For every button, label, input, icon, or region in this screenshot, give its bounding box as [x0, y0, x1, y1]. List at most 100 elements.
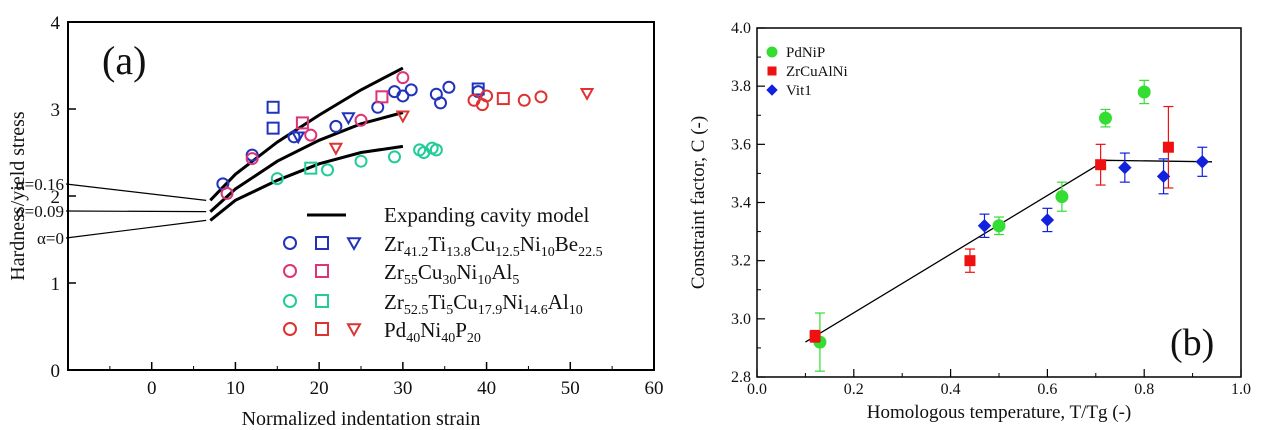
panel-a-x-tick-label: 0 [147, 378, 157, 399]
panel-b-plot-frame [756, 27, 1242, 378]
panel-a-x-tick-label: 40 [477, 378, 496, 399]
panel-a: 0 10 20 30 40 50 60 0 1 2 3 4 (a) Normalized indent… [7, 13, 664, 430]
panel-a-x-tick-label: 20 [310, 378, 329, 399]
panel-a-point-series-1-circle [442, 80, 456, 94]
legend-marker-ZrCuAlNi [767, 66, 777, 76]
legend-label-Vit1: Vit1 [786, 83, 812, 99]
panel-a-point-series-4-triangle [328, 142, 344, 156]
panel-a-x-tick-label: 60 [645, 378, 664, 399]
alpha-leader-line [65, 210, 207, 213]
legend-marker-square [315, 236, 329, 250]
panel-a-y-axis-label: Hardness/yield stress [7, 111, 29, 281]
alpha-leader-line [65, 183, 207, 201]
panel-a-point-series-2-circle [220, 186, 234, 200]
legend-marker-Vit1 [766, 84, 778, 96]
panel-b-x-tick-label: 0.8 [1134, 381, 1154, 398]
panel-a-point-series-4-circle [517, 93, 531, 107]
legend-entry-label: Zr41.2Ti13.8Cu12.5Ni10Be22.5 [384, 232, 603, 260]
panel-a-point-series-3-circle [321, 163, 335, 177]
legend-marker-square [315, 264, 329, 278]
legend-marker-square [315, 322, 329, 336]
point-PdNiP [1055, 190, 1069, 204]
model-curve-alpha-0 [209, 144, 404, 222]
panel-b-x-tick-label: 0.0 [747, 381, 767, 398]
point-ZrCuAlNi [809, 330, 821, 342]
panel-a-x-tick-label: 10 [226, 378, 245, 399]
panel-a-point-series-3-circle [387, 150, 401, 164]
model-curve-alpha-0.09 [209, 111, 404, 213]
legend-marker-circle [283, 294, 297, 308]
panel-b-y-tick-label: 3.8 [731, 78, 751, 95]
point-ZrCuAlNi [1162, 141, 1174, 153]
alpha-label: α=0 [37, 229, 64, 248]
panel-a-point-series-3-circle [270, 172, 284, 186]
panel-a-label: (a) [102, 38, 146, 83]
legend-marker-circle [283, 264, 297, 278]
panel-a-point-series-1-circle [287, 130, 301, 144]
panel-a-point-series-1-triangle [291, 131, 306, 145]
panel-a-point-series-1-circle [371, 100, 385, 114]
panel-a-point-series-4-triangle [395, 110, 411, 124]
point-Vit1 [1040, 213, 1055, 227]
legend-marker-triangle [346, 237, 362, 252]
panel-a-point-series-2-square [295, 116, 309, 130]
panel-b-y-tick-label: 4.0 [731, 20, 751, 37]
panel-b-legend: PdNiP ZrCuAlNi Vit1 [766, 45, 848, 99]
point-Vit1 [977, 219, 992, 233]
panel-b-y-tick-label: 3.6 [731, 136, 751, 153]
panel-a-point-series-2-circle [245, 152, 259, 166]
panel-b-y-tick-label: 3.0 [731, 311, 751, 328]
legend-marker-triangle [346, 323, 362, 338]
panel-a-point-series-1-circle [329, 119, 343, 133]
panel-a-point-series-2-square [375, 90, 389, 104]
panel-a-point-series-2-circle [354, 113, 368, 127]
legend-marker-square [315, 294, 329, 308]
panel-a-point-series-2-circle [304, 128, 318, 142]
panel-b-y-axis-label: Constraint factor, C (-) [688, 116, 709, 289]
panel-a-point-series-4-triangle [579, 87, 595, 101]
panel-b-x-tick-label: 0.2 [844, 381, 864, 398]
panel-b-y-tick-label: 2.8 [731, 369, 751, 386]
panel-a-x-tick-label: 50 [561, 378, 580, 399]
point-PdNiP [1137, 85, 1151, 99]
panel-a-point-series-1-circle [396, 89, 410, 103]
alpha-leader-line [65, 219, 207, 239]
legend-label-PdNiP: PdNiP [786, 45, 825, 61]
point-Vit1 [1118, 160, 1132, 175]
panel-a-point-series-1-circle [245, 148, 259, 162]
point-PdNiP [992, 219, 1006, 233]
panel-b-label: (b) [1170, 322, 1214, 364]
panel-b-x-tick-label: 0.4 [941, 381, 961, 398]
panel-a-x-axis-label: Normalized indentation strain [242, 408, 481, 430]
legend-entry-label: Zr52.5Ti5Cu17.9Ni14.6Al10 [384, 290, 583, 318]
panel-b-x-tick-label: 1.0 [1231, 381, 1251, 398]
panel-a-point-series-3-square [304, 161, 318, 175]
panel-a-point-series-1-square [266, 121, 280, 135]
panel-a-point-series-1-triangle [341, 112, 356, 126]
panel-a-y-tick-label: 4 [51, 13, 61, 34]
legend-marker-circle [283, 236, 297, 250]
legend-model-label: Expanding cavity model [384, 203, 589, 227]
legend-entry-label: Pd40Ni40P20 [384, 318, 481, 346]
panel-b-y-tick-label: 3.4 [731, 195, 751, 212]
legend-marker-PdNiP [766, 46, 778, 58]
panel-a-y-tick-label: 2 [51, 187, 61, 208]
legend-marker-circle [283, 322, 297, 336]
panel-a-point-series-1-circle [434, 96, 448, 110]
alpha-label: α=0.09 [16, 202, 64, 221]
panel-a-point-series-1-square [471, 82, 485, 96]
panel-a-point-series-3-circle [429, 143, 443, 157]
panel-b-x-axis-label: Homologous temperature, T/Tg (-) [867, 402, 1132, 423]
panel-a-point-series-4-square [496, 92, 510, 106]
legend-entry-label: Zr55Cu30Ni10Al5 [384, 260, 519, 288]
legend-label-ZrCuAlNi: ZrCuAlNi [786, 64, 848, 80]
panel-b: 0.0 0.2 0.4 0.6 0.8 1.02.83.03.23.43.63.84.0 … [688, 20, 1251, 423]
panel-a-point-series-4-circle [534, 90, 548, 104]
panel-a-point-series-1-circle [404, 83, 418, 97]
panel-a-point-series-4-circle [480, 89, 494, 103]
panel-a-y-tick-label: 0 [51, 361, 61, 382]
alpha-label: α=0.16 [16, 175, 64, 194]
panel-a-point-series-3-circle [354, 154, 368, 168]
panel-b-x-tick-label: 0.6 [1037, 381, 1057, 398]
